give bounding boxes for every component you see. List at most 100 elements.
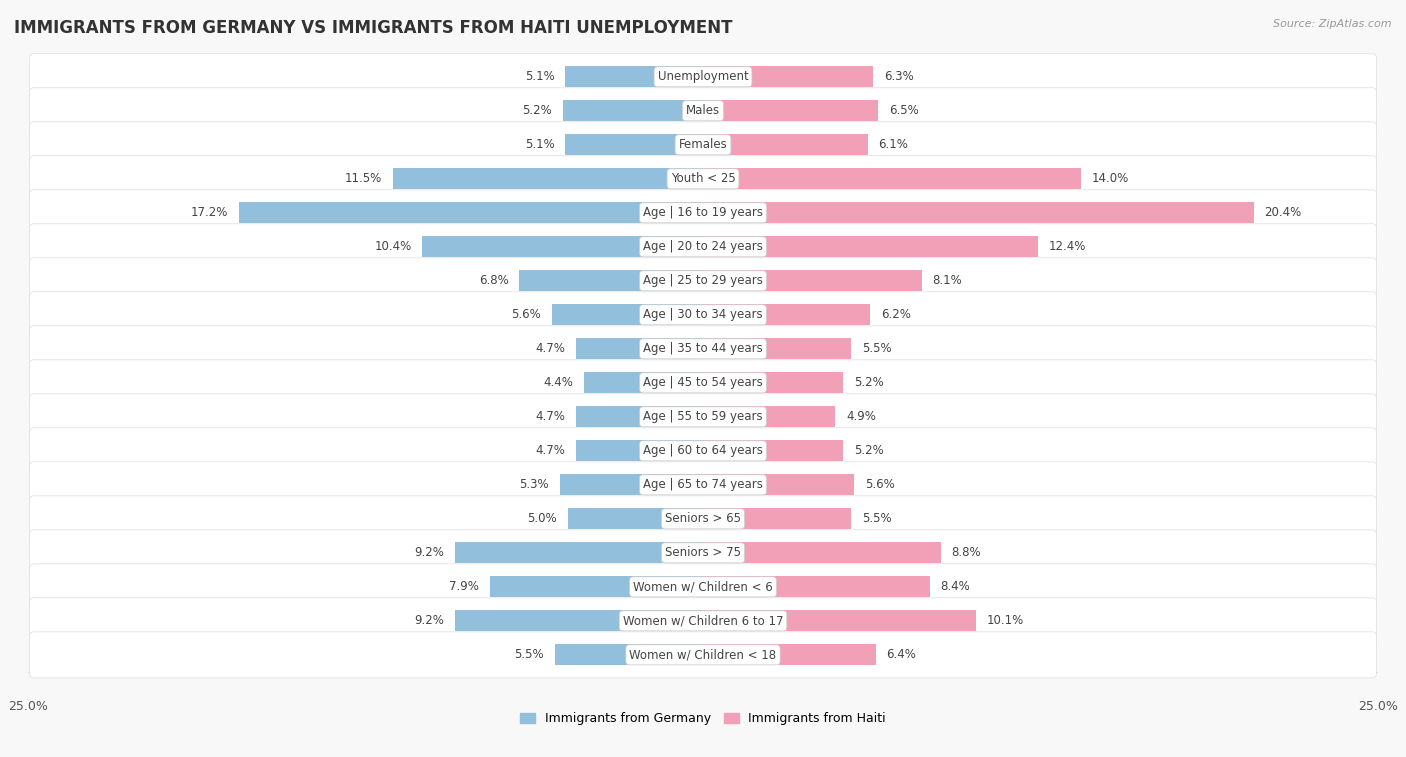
Text: Females: Females <box>679 139 727 151</box>
Bar <box>703 168 1081 189</box>
FancyBboxPatch shape <box>30 54 1376 100</box>
Text: Women w/ Children 6 to 17: Women w/ Children 6 to 17 <box>623 615 783 628</box>
Text: Seniors > 65: Seniors > 65 <box>665 512 741 525</box>
Text: 5.5%: 5.5% <box>862 342 891 355</box>
FancyBboxPatch shape <box>30 428 1376 474</box>
Text: 5.1%: 5.1% <box>524 139 554 151</box>
Bar <box>454 542 703 563</box>
Text: 5.3%: 5.3% <box>519 478 550 491</box>
Text: 10.4%: 10.4% <box>374 240 412 254</box>
FancyBboxPatch shape <box>30 496 1376 542</box>
Bar <box>703 542 941 563</box>
Text: 5.5%: 5.5% <box>515 648 544 662</box>
Text: 9.2%: 9.2% <box>413 615 444 628</box>
Text: 8.1%: 8.1% <box>932 274 962 288</box>
Text: 7.9%: 7.9% <box>449 581 479 593</box>
FancyBboxPatch shape <box>30 530 1376 576</box>
Bar <box>703 270 922 291</box>
FancyBboxPatch shape <box>30 291 1376 338</box>
Bar <box>454 610 703 631</box>
FancyBboxPatch shape <box>30 462 1376 508</box>
Bar <box>565 67 703 87</box>
Bar <box>703 100 879 121</box>
Bar <box>489 576 703 597</box>
Bar <box>703 372 844 394</box>
Bar <box>392 168 703 189</box>
Bar <box>703 508 852 529</box>
Text: 6.1%: 6.1% <box>879 139 908 151</box>
Bar <box>585 372 703 394</box>
Bar <box>551 304 703 326</box>
FancyBboxPatch shape <box>30 598 1376 644</box>
Text: 6.8%: 6.8% <box>479 274 509 288</box>
Legend: Immigrants from Germany, Immigrants from Haiti: Immigrants from Germany, Immigrants from… <box>515 707 891 731</box>
Text: 10.1%: 10.1% <box>987 615 1024 628</box>
Text: 17.2%: 17.2% <box>190 207 228 220</box>
Bar <box>703 610 976 631</box>
Text: 8.4%: 8.4% <box>941 581 970 593</box>
Text: 4.9%: 4.9% <box>846 410 876 423</box>
Text: Youth < 25: Youth < 25 <box>671 173 735 185</box>
Bar <box>703 134 868 155</box>
FancyBboxPatch shape <box>30 394 1376 440</box>
Bar <box>568 508 703 529</box>
Text: Age | 30 to 34 years: Age | 30 to 34 years <box>643 308 763 321</box>
Text: 5.2%: 5.2% <box>855 376 884 389</box>
Bar <box>703 576 929 597</box>
Bar <box>576 338 703 360</box>
FancyBboxPatch shape <box>30 88 1376 134</box>
Text: Age | 20 to 24 years: Age | 20 to 24 years <box>643 240 763 254</box>
FancyBboxPatch shape <box>30 632 1376 678</box>
Text: 6.4%: 6.4% <box>887 648 917 662</box>
Text: 6.2%: 6.2% <box>882 308 911 321</box>
Text: 5.6%: 5.6% <box>865 478 894 491</box>
Text: 4.7%: 4.7% <box>536 410 565 423</box>
Text: Age | 25 to 29 years: Age | 25 to 29 years <box>643 274 763 288</box>
Text: 6.3%: 6.3% <box>884 70 914 83</box>
Bar <box>554 644 703 665</box>
Text: 4.7%: 4.7% <box>536 342 565 355</box>
Text: Age | 35 to 44 years: Age | 35 to 44 years <box>643 342 763 355</box>
Bar <box>703 202 1254 223</box>
Text: 14.0%: 14.0% <box>1091 173 1129 185</box>
FancyBboxPatch shape <box>30 326 1376 372</box>
Text: 5.2%: 5.2% <box>522 104 551 117</box>
Text: 11.5%: 11.5% <box>344 173 382 185</box>
Bar <box>703 67 873 87</box>
Text: Age | 16 to 19 years: Age | 16 to 19 years <box>643 207 763 220</box>
Text: Age | 65 to 74 years: Age | 65 to 74 years <box>643 478 763 491</box>
Text: 12.4%: 12.4% <box>1049 240 1085 254</box>
Bar <box>565 134 703 155</box>
Bar <box>560 475 703 495</box>
Text: 4.4%: 4.4% <box>544 376 574 389</box>
FancyBboxPatch shape <box>30 258 1376 304</box>
Bar <box>703 407 835 428</box>
Text: 20.4%: 20.4% <box>1264 207 1302 220</box>
Bar <box>576 407 703 428</box>
Text: 5.2%: 5.2% <box>855 444 884 457</box>
Text: Age | 55 to 59 years: Age | 55 to 59 years <box>643 410 763 423</box>
Text: Age | 60 to 64 years: Age | 60 to 64 years <box>643 444 763 457</box>
Text: 4.7%: 4.7% <box>536 444 565 457</box>
Text: 5.1%: 5.1% <box>524 70 554 83</box>
Bar <box>703 338 852 360</box>
Bar <box>703 304 870 326</box>
Bar <box>703 644 876 665</box>
FancyBboxPatch shape <box>30 360 1376 406</box>
Text: 6.5%: 6.5% <box>889 104 920 117</box>
Text: Source: ZipAtlas.com: Source: ZipAtlas.com <box>1274 19 1392 29</box>
Bar <box>576 441 703 461</box>
Bar <box>239 202 703 223</box>
Bar <box>519 270 703 291</box>
Text: 5.6%: 5.6% <box>512 308 541 321</box>
Text: Unemployment: Unemployment <box>658 70 748 83</box>
Bar <box>562 100 703 121</box>
Text: Women w/ Children < 18: Women w/ Children < 18 <box>630 648 776 662</box>
Text: IMMIGRANTS FROM GERMANY VS IMMIGRANTS FROM HAITI UNEMPLOYMENT: IMMIGRANTS FROM GERMANY VS IMMIGRANTS FR… <box>14 19 733 37</box>
Text: 8.8%: 8.8% <box>952 547 981 559</box>
FancyBboxPatch shape <box>30 224 1376 269</box>
FancyBboxPatch shape <box>30 156 1376 202</box>
Text: Seniors > 75: Seniors > 75 <box>665 547 741 559</box>
Text: 9.2%: 9.2% <box>413 547 444 559</box>
Bar <box>422 236 703 257</box>
